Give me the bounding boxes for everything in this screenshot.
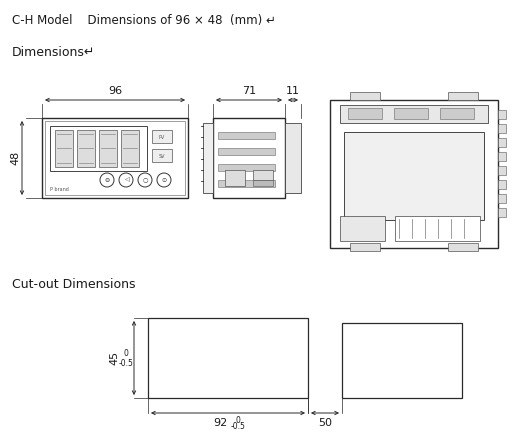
Text: 0: 0: [123, 348, 129, 357]
Text: Cut-out Dimensions: Cut-out Dimensions: [12, 278, 135, 291]
Text: 50: 50: [318, 418, 332, 428]
Bar: [395, 216, 480, 241]
Text: 0: 0: [235, 416, 240, 425]
Bar: [498, 138, 506, 147]
Bar: [121, 130, 139, 167]
Text: 71: 71: [242, 86, 256, 96]
Bar: [344, 132, 484, 220]
Bar: [225, 170, 245, 186]
Bar: [330, 100, 498, 248]
Bar: [77, 130, 95, 167]
Bar: [218, 132, 275, 139]
Bar: [498, 152, 506, 161]
Text: 45: 45: [109, 351, 119, 365]
Circle shape: [100, 173, 114, 187]
Bar: [498, 166, 506, 175]
Bar: [340, 105, 488, 123]
Bar: [218, 164, 275, 171]
Bar: [498, 208, 506, 217]
Bar: [350, 243, 380, 251]
Bar: [394, 108, 428, 119]
Bar: [148, 318, 308, 398]
Bar: [342, 323, 462, 398]
Bar: [99, 130, 117, 167]
Text: -0.5: -0.5: [119, 359, 133, 367]
Bar: [348, 108, 382, 119]
Text: 96: 96: [108, 86, 122, 96]
Bar: [498, 110, 506, 119]
Text: PV: PV: [159, 135, 165, 139]
Bar: [203, 123, 213, 193]
Text: 92: 92: [213, 418, 227, 428]
Bar: [55, 130, 73, 167]
Text: ⊙: ⊙: [162, 177, 167, 183]
Bar: [253, 180, 273, 186]
Text: ◁: ◁: [123, 177, 128, 183]
Bar: [152, 149, 172, 162]
Bar: [218, 148, 275, 155]
Bar: [498, 124, 506, 133]
Text: 48: 48: [10, 151, 20, 165]
Bar: [498, 180, 506, 189]
Text: ⊖: ⊖: [104, 177, 109, 183]
Bar: [152, 130, 172, 143]
Text: P brand: P brand: [50, 187, 69, 192]
Bar: [350, 92, 380, 100]
Bar: [50, 126, 147, 171]
Circle shape: [119, 173, 133, 187]
Circle shape: [157, 173, 171, 187]
Bar: [42, 118, 188, 198]
Text: 11: 11: [286, 86, 300, 96]
Text: SV: SV: [159, 154, 165, 158]
Bar: [448, 92, 478, 100]
Circle shape: [138, 173, 152, 187]
Text: C-H Model    Dimensions of 96 × 48  (mm) ↵: C-H Model Dimensions of 96 × 48 (mm) ↵: [12, 14, 276, 27]
Text: -0.5: -0.5: [231, 422, 245, 431]
Bar: [45, 121, 185, 195]
Bar: [448, 243, 478, 251]
Text: Dimensions↵: Dimensions↵: [12, 46, 95, 59]
Bar: [440, 108, 474, 119]
Bar: [218, 180, 275, 187]
Bar: [253, 170, 273, 180]
Bar: [213, 118, 285, 198]
Bar: [498, 194, 506, 203]
Text: ○: ○: [142, 177, 148, 183]
Bar: [340, 216, 385, 241]
Bar: [285, 123, 301, 193]
